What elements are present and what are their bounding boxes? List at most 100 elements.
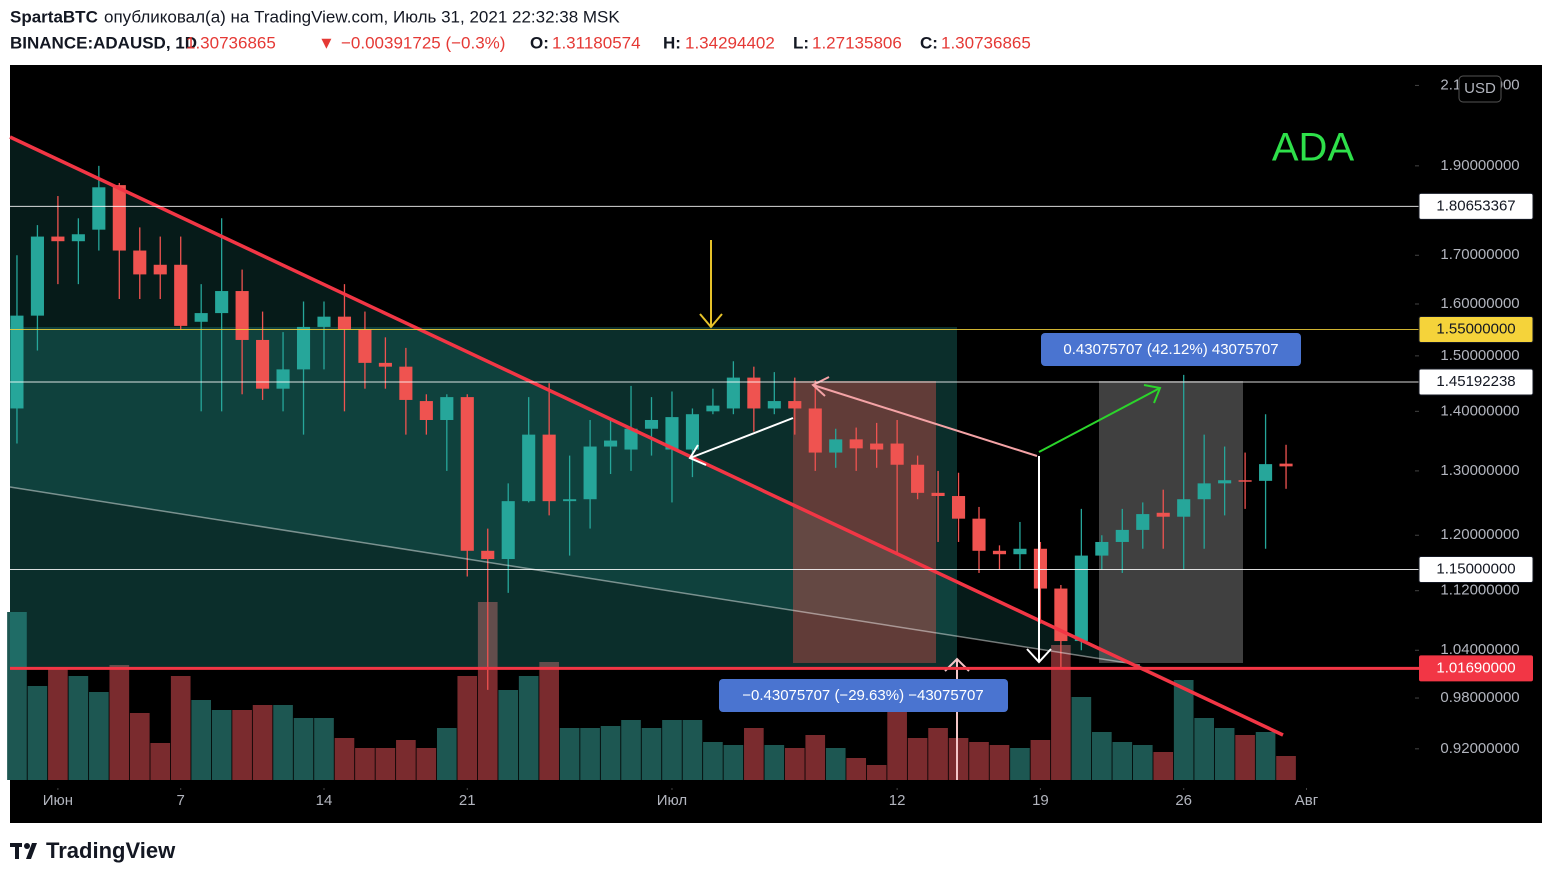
volume-bar: [1194, 718, 1214, 780]
volume-bar: [7, 612, 27, 780]
volume-bar: [477, 602, 498, 780]
y-tick-label: 1.60000000: [1440, 295, 1519, 312]
candle-body: [10, 315, 24, 409]
volume-bar: [293, 718, 314, 780]
candle-body: [726, 377, 740, 409]
candle-body: [194, 313, 208, 322]
footer-logo: [10, 843, 37, 859]
candle-body: [215, 291, 229, 314]
header-published: опубликовал(а) на TradingView.com, Июль …: [104, 7, 620, 26]
footer-brand: TradingView: [46, 838, 176, 863]
pink-arrowhead: [811, 376, 830, 397]
symbol: BINANCE:ADAUSD, 1D: [10, 33, 197, 52]
green-arrow: [1038, 387, 1161, 453]
candle-body: [112, 185, 126, 251]
candle-body: [174, 264, 188, 326]
candle-body: [92, 187, 106, 230]
candle-body: [440, 397, 454, 420]
volume-bar: [334, 738, 355, 780]
level-badge: [1418, 316, 1534, 344]
candle-body: [706, 405, 720, 412]
y-tick-label: 1.50000000: [1440, 347, 1519, 364]
levels: 1.80653367 1.55000000 1.45192238 1.15000000…: [10, 192, 1534, 682]
candle-body: [133, 250, 147, 275]
volume-bar: [784, 748, 805, 780]
trend-line: [9, 135, 1284, 737]
candle-body: [1238, 480, 1252, 482]
candle-body: [317, 316, 331, 327]
x-tick-label: 26: [1175, 792, 1192, 809]
candle-body: [644, 419, 659, 429]
candle-body: [992, 550, 1007, 555]
volume-bar: [682, 720, 703, 780]
volume-bar: [559, 728, 580, 780]
candle-body: [1218, 480, 1232, 484]
level-badge: [1418, 368, 1534, 396]
y-tick-label: 1.04000000: [1440, 641, 1519, 658]
y-tick-label: 1.12000000: [1440, 582, 1519, 599]
candle-body: [1259, 464, 1273, 481]
candle-body: [890, 443, 904, 465]
measure-label: −0.43075707 (−29.63%) −43075707: [742, 687, 983, 704]
volume-bar: [1132, 745, 1153, 780]
volume-bar: [1071, 697, 1092, 780]
level-label: 1.80653367: [1436, 197, 1515, 214]
volume-bar: [887, 700, 907, 780]
x-tick-label: 14: [316, 792, 333, 809]
candle-body: [1177, 499, 1191, 517]
candle-body: [1013, 548, 1027, 555]
volume-bar: [764, 745, 785, 780]
candle-body: [951, 496, 966, 519]
candle-body: [1136, 514, 1150, 530]
volume-bar: [846, 758, 867, 780]
candle-body: [911, 464, 925, 493]
y-tick-label: 1.70000000: [1440, 246, 1519, 263]
currency: USD: [1464, 80, 1496, 97]
white-arrow: [689, 417, 794, 459]
candle-body: [1279, 463, 1293, 467]
level-label: 1.01690000: [1436, 659, 1515, 676]
candle-body: [1156, 512, 1170, 517]
high-label: H:: [663, 33, 681, 52]
candle-body: [296, 326, 311, 370]
open-value: 1.31180574: [552, 33, 641, 52]
rise-box: [1099, 381, 1243, 663]
candle-body: [624, 428, 638, 450]
volume-bar: [457, 676, 478, 780]
candle-body: [788, 401, 802, 409]
candle-body: [460, 397, 474, 551]
x-tick-label: 12: [889, 792, 906, 809]
measure-badge: [1041, 333, 1301, 366]
candle-body: [235, 291, 249, 340]
close-label: C:: [920, 33, 938, 52]
candles: [10, 165, 1293, 690]
candle-body: [1115, 529, 1129, 542]
volume-bar: [580, 728, 600, 780]
pink-arrow: [812, 384, 1038, 457]
candle-body: [399, 366, 413, 400]
white-arrowhead: [688, 444, 707, 466]
green-arrowhead: [1143, 384, 1162, 404]
candle-body: [1074, 555, 1088, 642]
volume-bar: [498, 690, 519, 780]
volume-bar: [150, 743, 171, 780]
candle-body: [685, 414, 699, 450]
low-value: 1.27135806: [812, 33, 902, 52]
level-label: 1.55000000: [1436, 320, 1515, 337]
y-tick-label: 0.98000000: [1440, 689, 1519, 706]
open-label: O:: [530, 33, 549, 52]
volume-bar: [723, 745, 744, 780]
level-label: 1.15000000: [1436, 560, 1515, 577]
candle-body: [1095, 541, 1109, 556]
candle-body: [583, 446, 597, 500]
candle-body: [153, 264, 167, 275]
volume-bar: [1235, 735, 1255, 780]
y-tick-label: 0.92000000: [1440, 740, 1519, 757]
candle-body: [337, 316, 352, 330]
x-tick-label: Июл: [657, 792, 687, 809]
candle-body: [1033, 548, 1047, 589]
high-value: 1.34294402: [685, 33, 775, 52]
low-label: L:: [793, 33, 809, 52]
volume-bar: [518, 676, 539, 780]
volume-bar: [252, 705, 273, 780]
